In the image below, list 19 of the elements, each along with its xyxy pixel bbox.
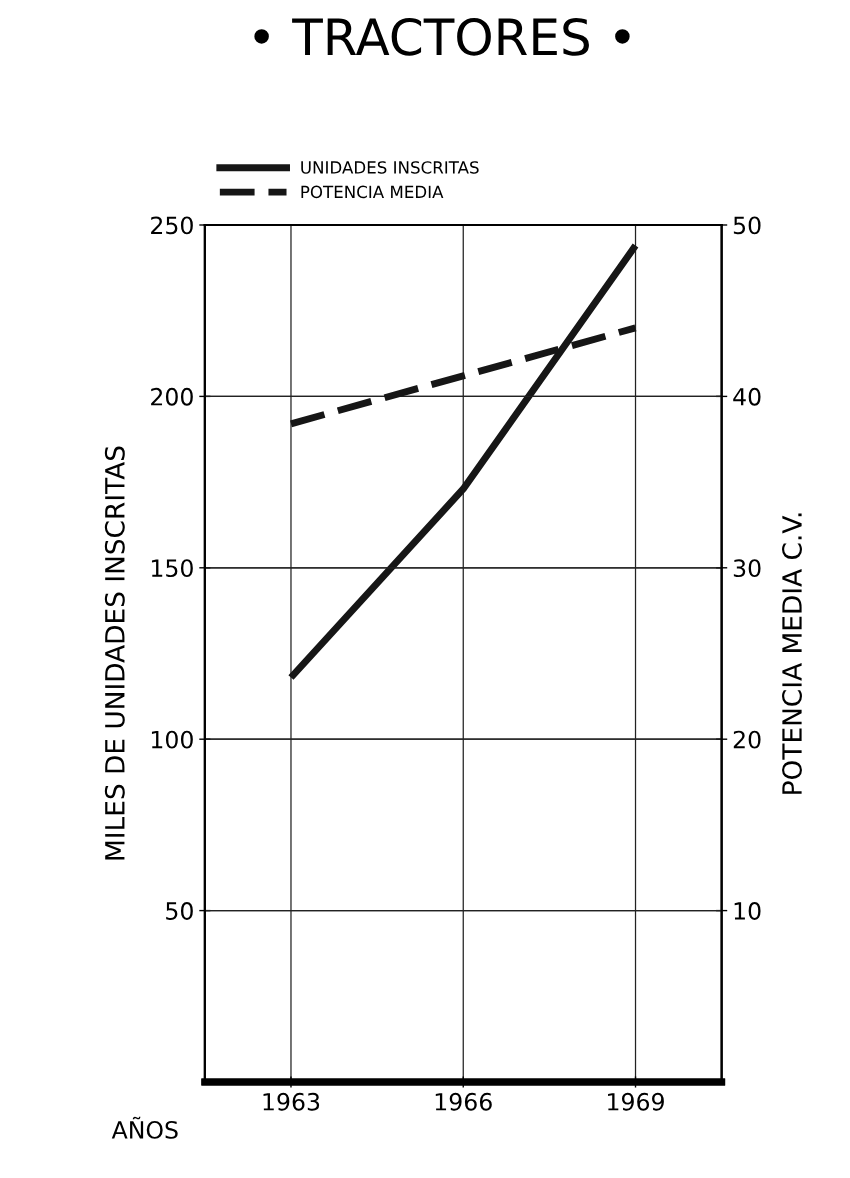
y-tick-label: 250 xyxy=(151,216,193,235)
y2-tick-label: 10 xyxy=(734,902,761,920)
legend-label: POTENCIA MEDIA xyxy=(301,185,444,199)
x-axis-title: AÑOS xyxy=(111,1116,178,1139)
chart-title: • TRACTORES • xyxy=(254,17,630,56)
y-tick-label: 50 xyxy=(166,902,193,920)
y-tick-label: 150 xyxy=(151,559,193,578)
y2-tick-label: 20 xyxy=(733,730,761,749)
x-tick-label: 1966 xyxy=(435,1092,492,1111)
y-tick-label: 100 xyxy=(151,730,193,749)
y2-axis-title: POTENCIA MEDIA C.V. xyxy=(782,513,802,794)
y2-tick-label: 40 xyxy=(733,387,761,406)
x-tick-label: 1969 xyxy=(608,1092,664,1111)
y2-tick-label: 50 xyxy=(733,216,761,235)
y2-tick-label: 30 xyxy=(733,559,761,578)
x-tick-label: 1963 xyxy=(263,1092,320,1111)
y-axis-title: MILES DE UNIDADES INSCRITAS xyxy=(104,446,125,860)
y-tick-label: 200 xyxy=(151,387,193,406)
legend-label: UNIDADES INSCRITAS xyxy=(301,161,479,174)
